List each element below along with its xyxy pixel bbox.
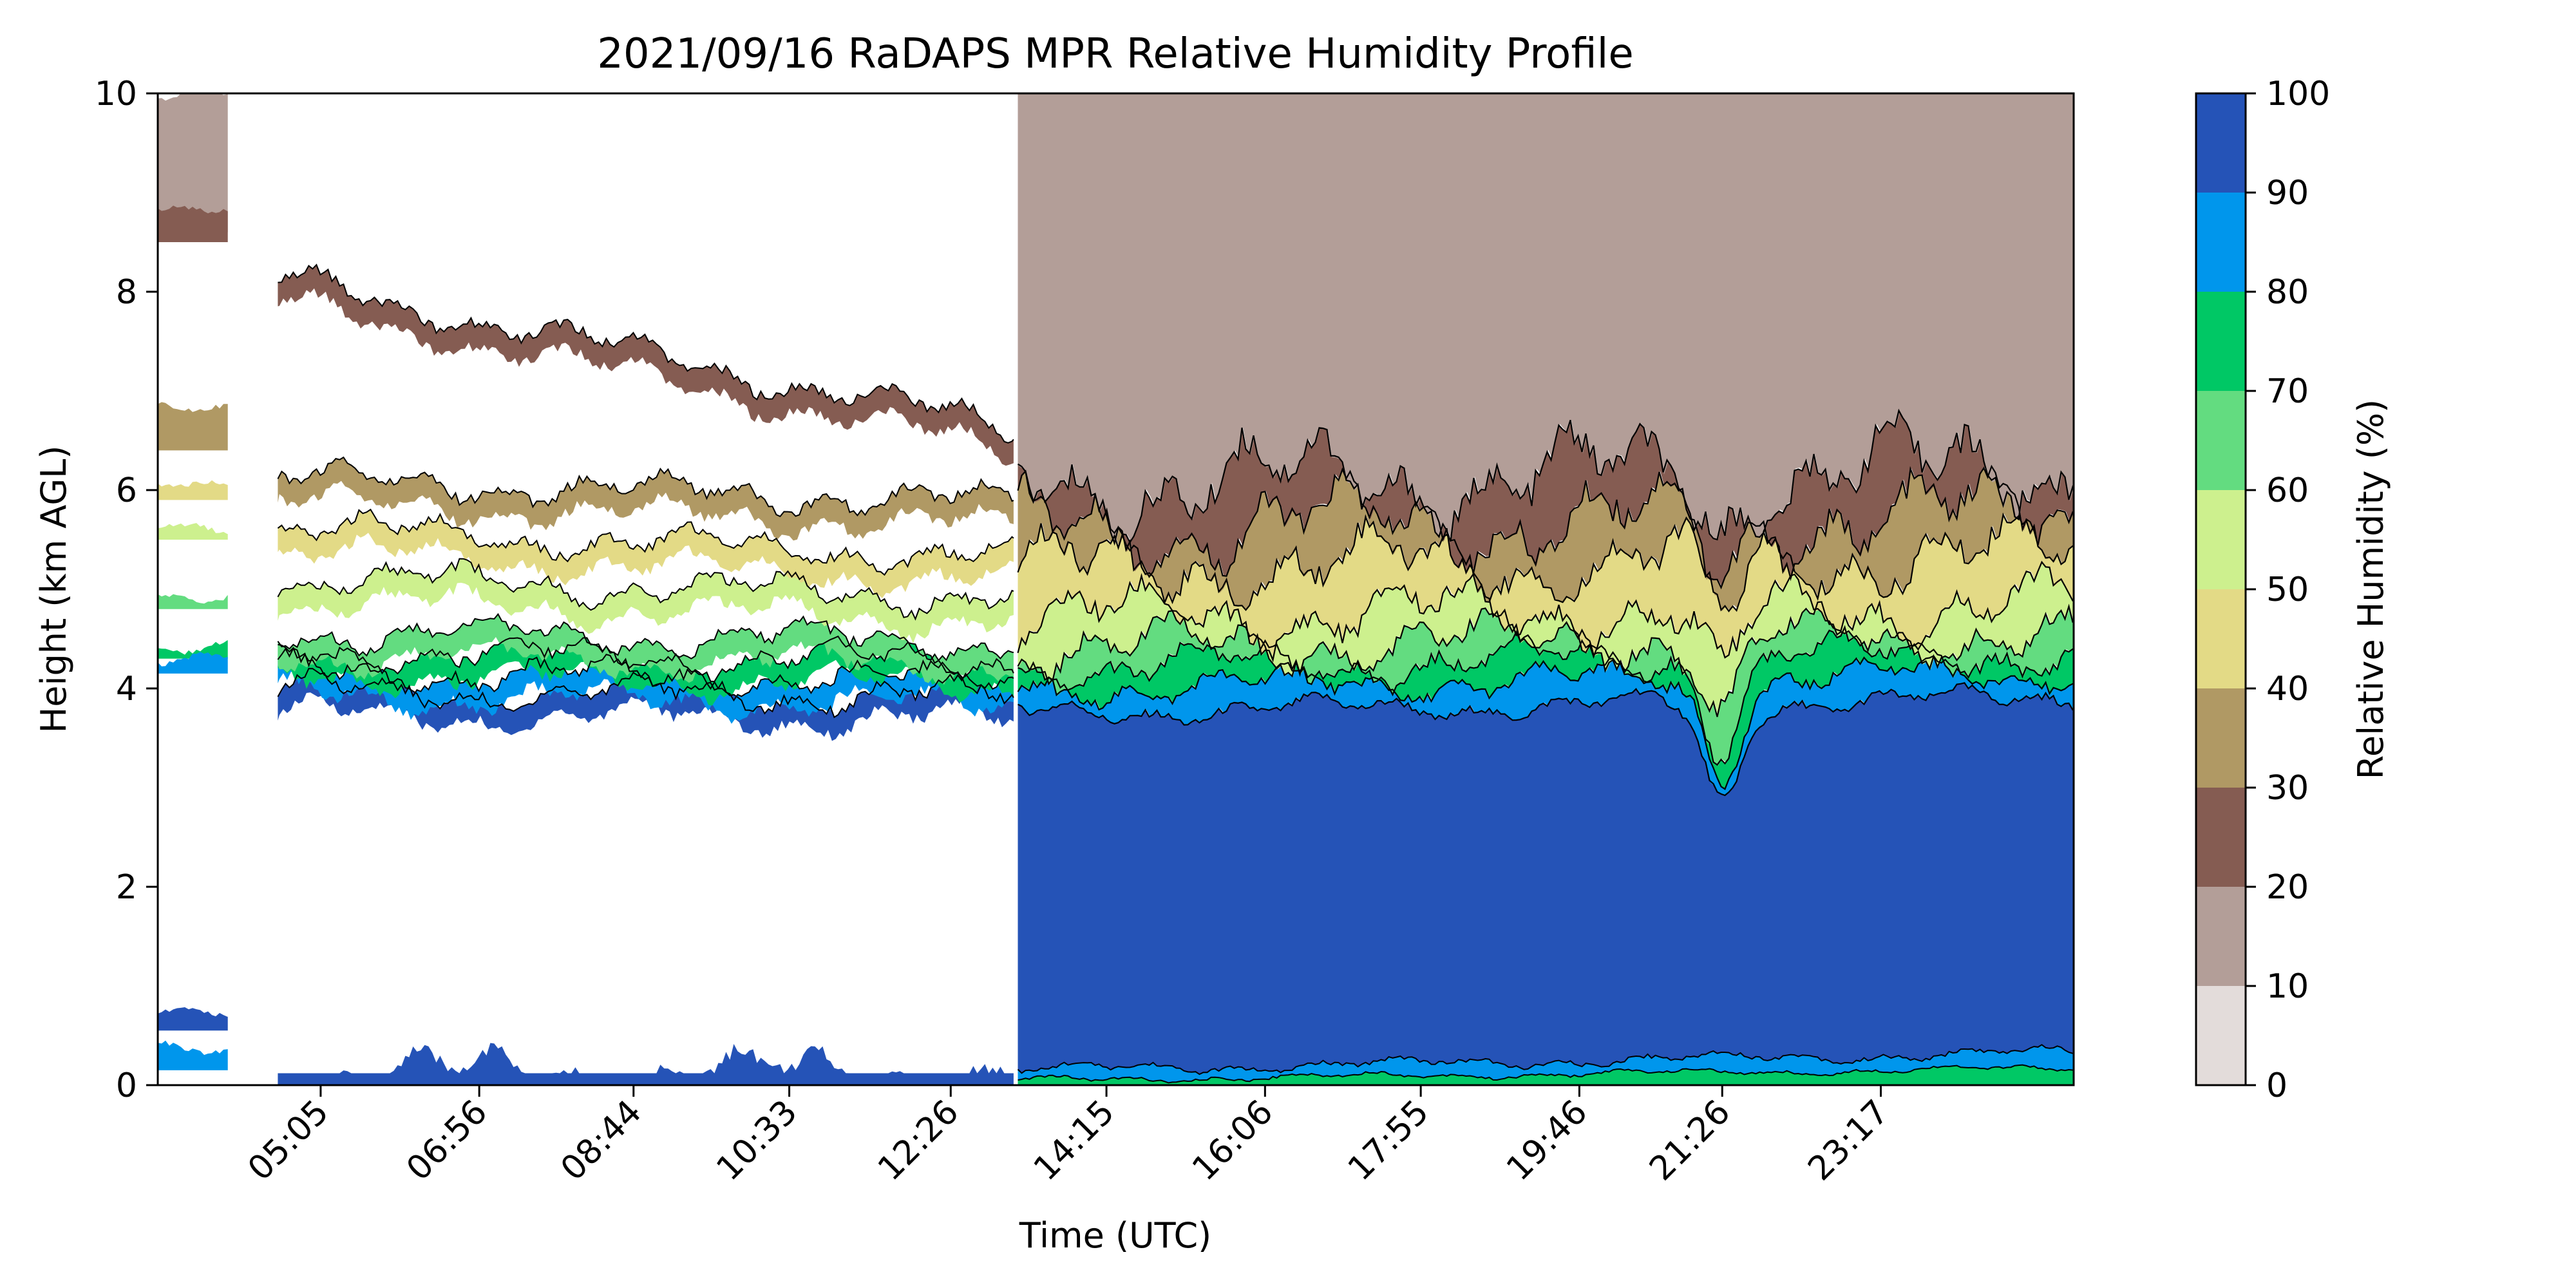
y-tick-label: 10: [95, 75, 137, 113]
y-axis-label: Height (km AGL): [33, 446, 74, 734]
contour-band: [158, 402, 228, 451]
colorbar-tick-label: 70: [2266, 372, 2309, 411]
colorbar-swatch: [2196, 986, 2246, 1085]
colorbar-swatch: [2196, 887, 2246, 986]
x-tick-label: 23:17: [1801, 1093, 1896, 1188]
contour-line: [1018, 682, 2074, 797]
contour-band: [158, 205, 228, 242]
contour-band: [1018, 410, 2074, 587]
x-tick-label: 06:56: [399, 1093, 495, 1188]
contour-line: [278, 263, 1014, 444]
contour-band: [1018, 683, 2074, 1085]
contour-lines: [277, 263, 2074, 1084]
y-tick-label: 4: [116, 670, 137, 708]
colorbar-tick-label: 30: [2266, 769, 2309, 808]
x-tick-label: 19:46: [1499, 1093, 1595, 1188]
contour-line: [277, 508, 1014, 576]
y-axis: 0 2 4 6 8 10: [95, 75, 158, 1105]
contour-band: [278, 457, 1014, 541]
colorbar: 0 10 20 30 40 50 60 70 80 90 100: [2196, 75, 2330, 1105]
contour-line: [278, 635, 1014, 683]
x-tick-label: 05:05: [241, 1093, 336, 1188]
contour-line: [1017, 655, 2074, 790]
colorbar-swatch: [2196, 193, 2246, 292]
colorbar-tick-label: 20: [2266, 868, 2309, 907]
colorbar-swatch: [2196, 788, 2246, 887]
contour-band: [278, 636, 1014, 706]
contour-band: [158, 480, 228, 500]
colorbar-label: Relative Humidity (%): [2351, 399, 2391, 779]
x-tick-label: 10:33: [709, 1093, 804, 1188]
surface-band: [1018, 1065, 2074, 1085]
contour-band: [1018, 515, 2074, 660]
colorbar-frame: [2195, 92, 2247, 1086]
surface-contour: [1018, 1064, 2074, 1084]
colorbar-tick-label: 10: [2266, 967, 2309, 1006]
y-tick-label: 0: [116, 1066, 137, 1105]
colorbar-swatch: [2196, 688, 2246, 788]
contour-band: [1018, 93, 2074, 544]
contour-line: [277, 668, 1014, 719]
contour-band: [158, 523, 228, 540]
colorbar-tick-label: 0: [2266, 1066, 2287, 1105]
contour-line: [277, 558, 1014, 621]
contour-band: [1018, 562, 2074, 717]
x-tick-label: 08:44: [554, 1093, 649, 1188]
colorbar-tick-label: 100: [2266, 75, 2330, 113]
colorbar-tick-label: 60: [2266, 471, 2309, 510]
contour-band: [1018, 656, 2074, 795]
chart-title: 2021/09/16 RaDAPS MPR Relative Humidity …: [597, 30, 1634, 78]
contour-line: [1017, 560, 2074, 663]
contour-band: [1018, 601, 2074, 766]
colorbar-swatch: [2196, 292, 2246, 391]
colorbar-tick-label: 80: [2266, 273, 2309, 312]
contour-band: [158, 93, 228, 232]
plot-frame: [156, 92, 2075, 1086]
contour-line: [1018, 625, 2074, 766]
x-axis: 05:05 06:56 08:44 10:33 12:26 14:15 16:06 17:55…: [241, 1085, 1897, 1188]
contour-line: [1017, 601, 2074, 717]
contour-line: [1017, 408, 2074, 546]
y-tick-label: 8: [116, 273, 137, 312]
contour-band: [278, 265, 1014, 466]
x-tick-label: 17:55: [1341, 1093, 1436, 1188]
contour-band: [158, 652, 228, 674]
contour-band: [158, 640, 228, 659]
surface-band: [278, 1043, 1014, 1085]
colorbar-swatch: [2196, 589, 2246, 688]
x-tick-label: 14:15: [1027, 1093, 1122, 1188]
y-tick-label: 6: [116, 471, 137, 510]
contour-band: [158, 1040, 228, 1070]
contour-line: [1017, 464, 2074, 590]
contour-line: [277, 647, 1014, 702]
colorbar-swatch: [2196, 93, 2246, 193]
x-axis-label: Time (UTC): [1019, 1215, 1212, 1256]
contour-band: [278, 558, 1014, 643]
contour-band: [158, 594, 228, 609]
x-tick-label: 12:26: [871, 1093, 966, 1188]
colorbar-swatch: [2196, 391, 2246, 490]
contour-line: [277, 456, 1014, 518]
contour-line: [277, 612, 1014, 662]
contour-band: [278, 509, 1014, 598]
contour-band: [278, 668, 1014, 741]
contour-fills: [158, 93, 2074, 1085]
colorbar-tick-label: 40: [2266, 670, 2309, 708]
contour-band: [1018, 466, 2074, 612]
colorbar-tick-label: 90: [2266, 174, 2309, 213]
contour-line: [1017, 512, 2074, 612]
colorbar-swatch: [2196, 490, 2246, 589]
x-tick-label: 16:06: [1185, 1093, 1280, 1188]
colorbar-tick-label: 50: [2266, 571, 2309, 609]
surface-contour: [1017, 1044, 2074, 1075]
contour-band: [158, 1007, 228, 1031]
plot-area: [158, 93, 2074, 1085]
x-tick-label: 21:26: [1642, 1093, 1738, 1188]
contour-band: [1018, 627, 2074, 789]
y-tick-label: 2: [116, 868, 137, 907]
